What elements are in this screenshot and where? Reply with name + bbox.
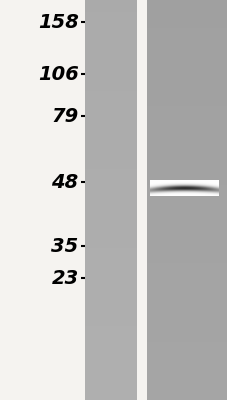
Text: 48: 48 <box>51 172 78 192</box>
Text: 23: 23 <box>51 268 78 288</box>
Text: 158: 158 <box>38 12 78 32</box>
Text: 35: 35 <box>51 236 78 256</box>
Bar <box>136 0 146 400</box>
Text: 106: 106 <box>38 64 78 84</box>
Text: 79: 79 <box>51 106 78 126</box>
